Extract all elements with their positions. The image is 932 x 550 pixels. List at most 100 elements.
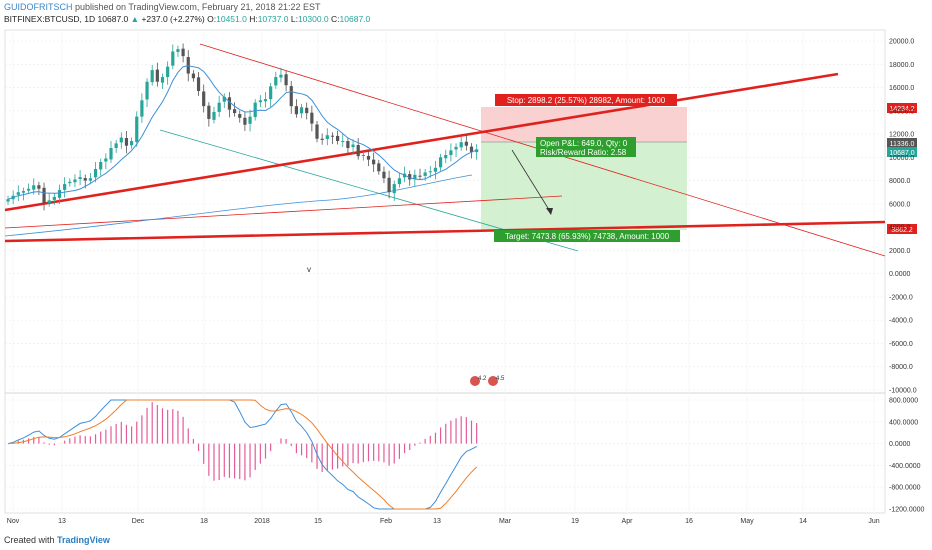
candle-body[interactable] bbox=[356, 145, 360, 157]
candle-body[interactable] bbox=[227, 97, 232, 110]
candle-body[interactable] bbox=[423, 172, 427, 176]
candle-body[interactable] bbox=[248, 116, 252, 124]
candle-body[interactable] bbox=[176, 49, 180, 52]
candle-body[interactable] bbox=[459, 142, 463, 148]
chevron-down-icon[interactable]: v bbox=[307, 265, 311, 274]
candle-body[interactable] bbox=[284, 74, 288, 86]
candle-body[interactable] bbox=[196, 77, 201, 92]
candle-body[interactable] bbox=[124, 138, 129, 146]
candle-body[interactable] bbox=[274, 77, 278, 86]
candle-body[interactable] bbox=[119, 137, 123, 143]
candle-body[interactable] bbox=[454, 146, 458, 150]
candle-body[interactable] bbox=[57, 189, 62, 198]
candle-body[interactable] bbox=[279, 74, 283, 78]
candle-body[interactable] bbox=[47, 200, 51, 204]
candle-body[interactable] bbox=[310, 112, 314, 124]
candle-body[interactable] bbox=[16, 192, 20, 195]
candle-body[interactable] bbox=[433, 167, 438, 172]
candle-body[interactable] bbox=[269, 86, 273, 100]
candle-body[interactable] bbox=[428, 171, 432, 173]
pnl-label[interactable]: Open P&L: 649.0, Qty: 0 bbox=[540, 139, 628, 148]
candle-body[interactable] bbox=[37, 185, 41, 189]
candle-body[interactable] bbox=[42, 187, 46, 203]
event-marker-2[interactable] bbox=[488, 376, 498, 386]
tradingview-logo[interactable]: TradingView bbox=[57, 535, 110, 545]
candle-body[interactable] bbox=[366, 155, 371, 160]
candle-body[interactable] bbox=[135, 116, 139, 142]
candle-body[interactable] bbox=[469, 146, 474, 153]
candle-body[interactable] bbox=[207, 105, 211, 119]
candle-body[interactable] bbox=[238, 114, 242, 118]
candle-body[interactable] bbox=[294, 106, 298, 115]
candle-body[interactable] bbox=[109, 148, 113, 160]
candle-body[interactable] bbox=[73, 179, 77, 183]
candle-body[interactable] bbox=[464, 141, 468, 146]
event-marker-1[interactable] bbox=[470, 376, 480, 386]
candle-body[interactable] bbox=[202, 91, 206, 107]
candle-body[interactable] bbox=[382, 171, 386, 179]
support-line[interactable] bbox=[4, 220, 886, 243]
candle-body[interactable] bbox=[212, 111, 216, 120]
candle-body[interactable] bbox=[413, 174, 417, 179]
stop-zone[interactable] bbox=[481, 107, 687, 142]
candle-body[interactable] bbox=[263, 99, 268, 102]
candle-body[interactable] bbox=[99, 161, 103, 170]
candle-body[interactable] bbox=[21, 191, 26, 193]
macd-pane[interactable] bbox=[8, 402, 478, 481]
candle-body[interactable] bbox=[315, 124, 319, 139]
candle-body[interactable] bbox=[6, 199, 10, 202]
candle-body[interactable] bbox=[336, 135, 340, 142]
candle-body[interactable] bbox=[150, 70, 154, 83]
candle-body[interactable] bbox=[372, 159, 376, 165]
candle-body[interactable] bbox=[181, 48, 185, 57]
candle-body[interactable] bbox=[449, 150, 453, 156]
candle-body[interactable] bbox=[78, 177, 82, 179]
candle-body[interactable] bbox=[171, 51, 175, 66]
candle-body[interactable] bbox=[145, 81, 149, 100]
candle-body[interactable] bbox=[32, 185, 36, 190]
lower-channel-line[interactable] bbox=[4, 195, 563, 229]
projection-arrow[interactable] bbox=[511, 149, 552, 214]
candle-body[interactable] bbox=[140, 100, 144, 117]
candle-body[interactable] bbox=[104, 158, 108, 162]
candle-body[interactable] bbox=[222, 96, 226, 102]
candle-body[interactable] bbox=[258, 100, 262, 103]
candle-body[interactable] bbox=[68, 181, 72, 184]
candle-body[interactable] bbox=[130, 141, 134, 146]
candle-body[interactable] bbox=[475, 149, 479, 153]
candle-body[interactable] bbox=[83, 178, 87, 181]
candle-body[interactable] bbox=[397, 178, 401, 185]
candle-body[interactable] bbox=[217, 102, 221, 112]
target-label[interactable]: Target: 7473.8 (65.93%) 74738, Amount: 1… bbox=[505, 232, 670, 241]
candle-body[interactable] bbox=[27, 188, 31, 191]
candle-body[interactable] bbox=[299, 107, 304, 114]
candle-body[interactable] bbox=[346, 141, 350, 149]
candle-body[interactable] bbox=[439, 157, 443, 168]
author-name[interactable]: GUIDOFRITSCH bbox=[4, 2, 73, 12]
candle-body[interactable] bbox=[377, 163, 381, 172]
candle-body[interactable] bbox=[88, 178, 92, 181]
candle-body[interactable] bbox=[305, 107, 309, 114]
candle-body[interactable] bbox=[387, 177, 391, 193]
stop-label[interactable]: Stop: 2898.2 (25.57%) 28982, Amount: 100… bbox=[507, 96, 666, 105]
candle-body[interactable] bbox=[341, 141, 345, 143]
candle-body[interactable] bbox=[361, 155, 365, 157]
candle-body[interactable] bbox=[243, 117, 247, 125]
candle-body[interactable] bbox=[408, 174, 412, 180]
candle-body[interactable] bbox=[330, 135, 335, 137]
candle-body[interactable] bbox=[351, 144, 355, 148]
candle-body[interactable] bbox=[444, 155, 448, 159]
candle-body[interactable] bbox=[325, 135, 329, 139]
candle-body[interactable] bbox=[418, 175, 422, 177]
candle-body[interactable] bbox=[320, 138, 324, 140]
candle-body[interactable] bbox=[155, 69, 159, 82]
candle-body[interactable] bbox=[233, 109, 237, 114]
candle-body[interactable] bbox=[166, 66, 170, 78]
candle-body[interactable] bbox=[63, 184, 67, 190]
candle-body[interactable] bbox=[191, 73, 195, 79]
candle-body[interactable] bbox=[392, 184, 396, 194]
candle-body[interactable] bbox=[253, 102, 257, 118]
candle-body[interactable] bbox=[93, 168, 98, 178]
candle-body[interactable] bbox=[52, 196, 56, 200]
